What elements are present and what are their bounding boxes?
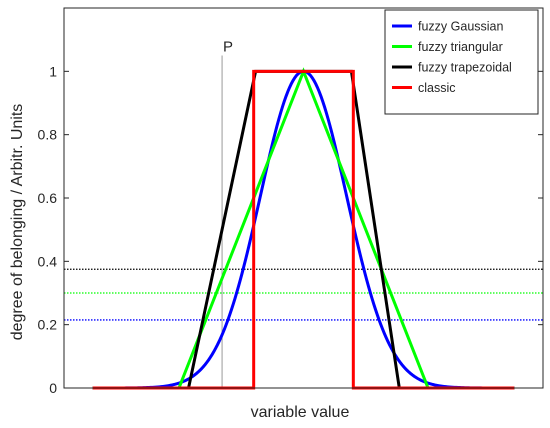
reference-line-label: P [223, 39, 233, 56]
legend-box [384, 9, 539, 115]
y-tick-label: 0.6 [38, 190, 58, 206]
legend-label: classic [418, 81, 456, 95]
y-tick-label: 0 [49, 380, 57, 396]
legend: fuzzy Gaussian fuzzy triangular fuzzy trap… [384, 9, 539, 115]
y-tick-label: 0.8 [38, 127, 58, 143]
y-axis-label: degree of belonging / Arbitr. Units [9, 104, 26, 341]
legend-label: fuzzy triangular [418, 40, 503, 54]
legend-label: fuzzy Gaussian [418, 20, 504, 34]
y-tick-label: 0.4 [38, 253, 58, 269]
legend-label: fuzzy trapezoidal [418, 61, 512, 75]
y-tick-label: 1 [49, 63, 57, 79]
x-axis-label: variable value [251, 404, 350, 421]
y-tick-label: 0.2 [38, 317, 58, 333]
